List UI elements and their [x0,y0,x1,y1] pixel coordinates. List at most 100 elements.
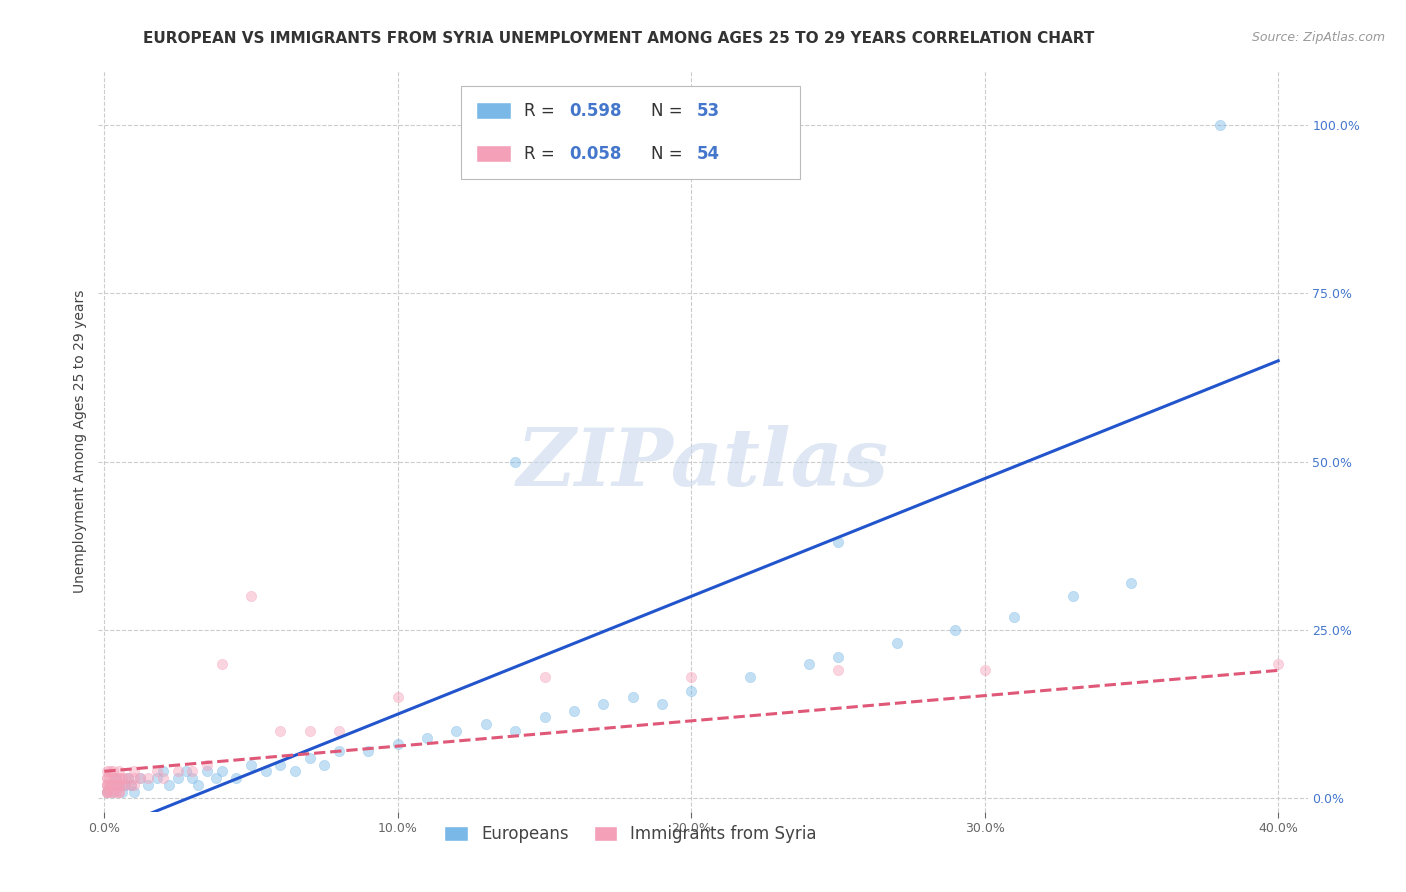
Point [96,784,118,798]
Point [254,764,277,779]
Point [328,744,350,758]
Point [1121,575,1143,590]
Point [1267,657,1289,671]
Point [128,771,150,785]
Text: 0.058: 0.058 [569,145,621,163]
FancyBboxPatch shape [461,87,800,178]
Point [108,784,131,798]
Point [827,649,849,664]
Legend: Europeans, Immigrants from Syria: Europeans, Immigrants from Syria [436,817,825,852]
Point [284,764,307,779]
Point [96,784,118,798]
Point [157,778,180,792]
Point [136,771,159,785]
Point [1208,118,1230,132]
Point [1002,609,1025,624]
Text: 53: 53 [696,103,720,120]
Point [136,778,159,792]
Point [101,778,124,792]
Point [146,764,169,779]
Point [111,771,134,785]
Point [101,784,124,798]
Point [681,670,703,684]
Point [503,723,526,738]
Point [96,784,118,798]
Text: 54: 54 [696,145,720,163]
Point [98,771,121,785]
Text: R =: R = [523,145,560,163]
Point [108,778,131,792]
Point [114,771,136,785]
Point [681,683,703,698]
Point [122,764,145,779]
Point [120,778,142,792]
Point [533,670,555,684]
Point [146,771,169,785]
Point [269,723,291,738]
Point [101,771,124,785]
Point [240,757,263,772]
FancyBboxPatch shape [477,103,512,120]
Point [98,784,121,798]
Point [105,778,128,792]
Point [108,778,131,792]
Point [446,723,468,738]
Point [105,771,128,785]
Point [96,778,118,792]
Point [533,710,555,724]
Point [240,590,263,604]
Point [122,771,145,785]
Text: N =: N = [651,103,688,120]
Point [651,697,673,711]
Point [886,636,908,650]
Point [117,771,139,785]
Point [98,778,121,792]
Point [269,757,291,772]
Point [387,690,409,705]
Point [314,757,336,772]
Point [387,738,409,752]
Point [98,778,121,792]
Point [96,771,118,785]
Point [475,717,498,731]
Point [298,751,321,765]
Point [181,771,204,785]
Point [101,764,124,779]
Point [111,778,134,792]
Point [187,778,209,792]
Text: 0.598: 0.598 [569,103,621,120]
Point [797,657,820,671]
Point [827,535,849,549]
Point [225,771,247,785]
Point [96,764,118,779]
Point [204,771,226,785]
Point [562,704,585,718]
Point [357,744,380,758]
Point [181,764,204,779]
Point [108,784,131,798]
Point [98,778,121,792]
Point [108,764,131,779]
Point [166,764,188,779]
Point [98,764,121,779]
Text: EUROPEAN VS IMMIGRANTS FROM SYRIA UNEMPLOYMENT AMONG AGES 25 TO 29 YEARS CORRELA: EUROPEAN VS IMMIGRANTS FROM SYRIA UNEMPL… [143,31,1094,46]
Point [152,764,174,779]
Point [211,657,233,671]
Point [105,784,128,798]
Point [96,784,118,798]
Point [945,623,967,637]
Point [416,731,439,745]
Point [166,771,188,785]
Point [108,778,131,792]
Point [195,764,218,779]
Point [738,670,761,684]
Point [96,778,118,792]
Point [120,778,142,792]
Point [298,723,321,738]
Point [96,778,118,792]
Point [176,764,198,779]
Point [328,723,350,738]
Point [96,771,118,785]
Point [117,771,139,785]
Point [592,697,614,711]
